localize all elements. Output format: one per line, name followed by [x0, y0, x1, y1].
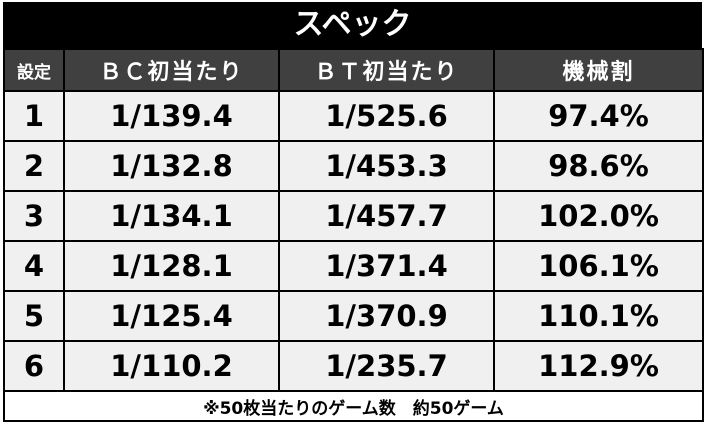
table-cell: 6 — [3, 340, 65, 392]
table-cell: 97.4% — [493, 90, 704, 142]
table-cell: 1/370.9 — [278, 290, 495, 342]
table-cell: 1/371.4 — [278, 240, 495, 292]
table-row: 5 1/125.4 1/370.9 110.1% — [3, 290, 704, 342]
table-title: スペック — [3, 2, 702, 48]
spec-table: 設定 ＢＣ初当たり ＢＴ初当たり 機械割 1 1/139.4 1/525.6 97.4% 2 1… — [3, 48, 704, 422]
table-cell: 1 — [3, 90, 65, 142]
table-cell: 2 — [3, 140, 65, 192]
table-row: 3 1/134.1 1/457.7 102.0% — [3, 190, 704, 242]
table-row: 1 1/139.4 1/525.6 97.4% — [3, 90, 704, 142]
header-cell: 設定 — [3, 48, 65, 92]
table-cell: 106.1% — [493, 240, 704, 292]
table-cell: 1/134.1 — [63, 190, 280, 242]
table-cell: 1/125.4 — [63, 290, 280, 342]
footer-row: ※50枚当たりのゲーム数 約50ゲーム — [3, 390, 704, 422]
spec-table-container: スペック 設定 ＢＣ初当たり ＢＴ初当たり 機械割 1 1/139.4 1/525.6 97… — [3, 2, 704, 422]
table-cell: 1/132.8 — [63, 140, 280, 192]
table-cell: 1/453.3 — [278, 140, 495, 192]
table-row: 2 1/132.8 1/453.3 98.6% — [3, 140, 704, 192]
table-row: 4 1/128.1 1/371.4 106.1% — [3, 240, 704, 292]
table-cell: 3 — [3, 190, 65, 242]
footnote: ※50枚当たりのゲーム数 約50ゲーム — [3, 390, 704, 422]
header-cell: 機械割 — [493, 48, 704, 92]
header-cell: ＢＴ初当たり — [278, 48, 495, 92]
table-cell: 1/525.6 — [278, 90, 495, 142]
table-row: 6 1/110.2 1/235.7 112.9% — [3, 340, 704, 392]
table-body: 1 1/139.4 1/525.6 97.4% 2 1/132.8 1/453.3 98.6%… — [3, 90, 704, 392]
table-cell: 1/457.7 — [278, 190, 495, 242]
header-row: 設定 ＢＣ初当たり ＢＴ初当たり 機械割 — [3, 48, 704, 92]
table-cell: 1/139.4 — [63, 90, 280, 142]
table-cell: 1/235.7 — [278, 340, 495, 392]
table-cell: 4 — [3, 240, 65, 292]
table-cell: 102.0% — [493, 190, 704, 242]
table-cell: 5 — [3, 290, 65, 342]
table-cell: 110.1% — [493, 290, 704, 342]
table-cell: 98.6% — [493, 140, 704, 192]
table-cell: 1/128.1 — [63, 240, 280, 292]
table-cell: 112.9% — [493, 340, 704, 392]
table-cell: 1/110.2 — [63, 340, 280, 392]
header-cell: ＢＣ初当たり — [63, 48, 280, 92]
